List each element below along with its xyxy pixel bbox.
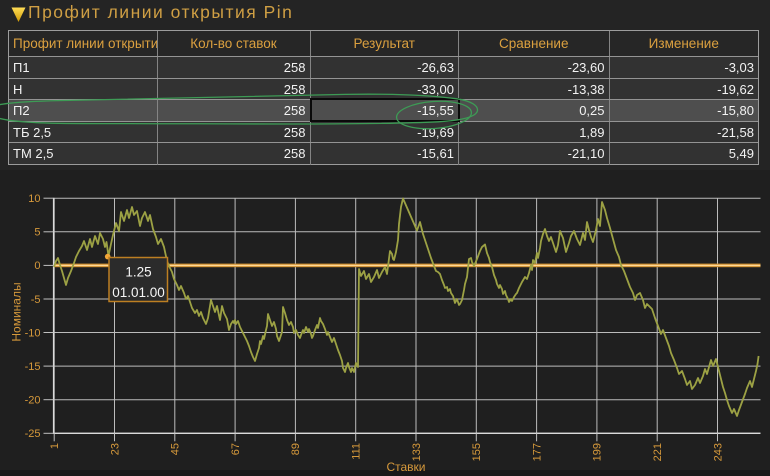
svg-text:155: 155 [471, 443, 483, 461]
svg-text:01.01.00: 01.01.00 [112, 285, 165, 300]
svg-text:199: 199 [592, 443, 604, 461]
svg-text:-25: -25 [25, 428, 41, 440]
svg-text:67: 67 [230, 443, 242, 455]
svg-text:-10: -10 [25, 327, 41, 339]
svg-text:0: 0 [34, 260, 40, 272]
svg-text:221: 221 [652, 443, 664, 461]
svg-text:1: 1 [49, 443, 61, 449]
svg-text:133: 133 [411, 443, 423, 461]
svg-text:5: 5 [34, 227, 40, 239]
svg-text:Номиналы: Номиналы [10, 282, 24, 341]
svg-text:-15: -15 [25, 361, 41, 373]
svg-text:111: 111 [351, 443, 363, 460]
svg-text:-20: -20 [25, 395, 41, 407]
svg-text:10: 10 [28, 193, 40, 205]
svg-text:45: 45 [170, 443, 182, 455]
svg-text:177: 177 [531, 443, 543, 461]
svg-text:243: 243 [712, 443, 724, 461]
svg-text:1.25: 1.25 [125, 265, 151, 280]
svg-text:23: 23 [109, 443, 121, 455]
svg-text:-5: -5 [31, 294, 41, 306]
svg-text:Ставки: Ставки [386, 460, 425, 474]
svg-text:89: 89 [290, 443, 302, 455]
